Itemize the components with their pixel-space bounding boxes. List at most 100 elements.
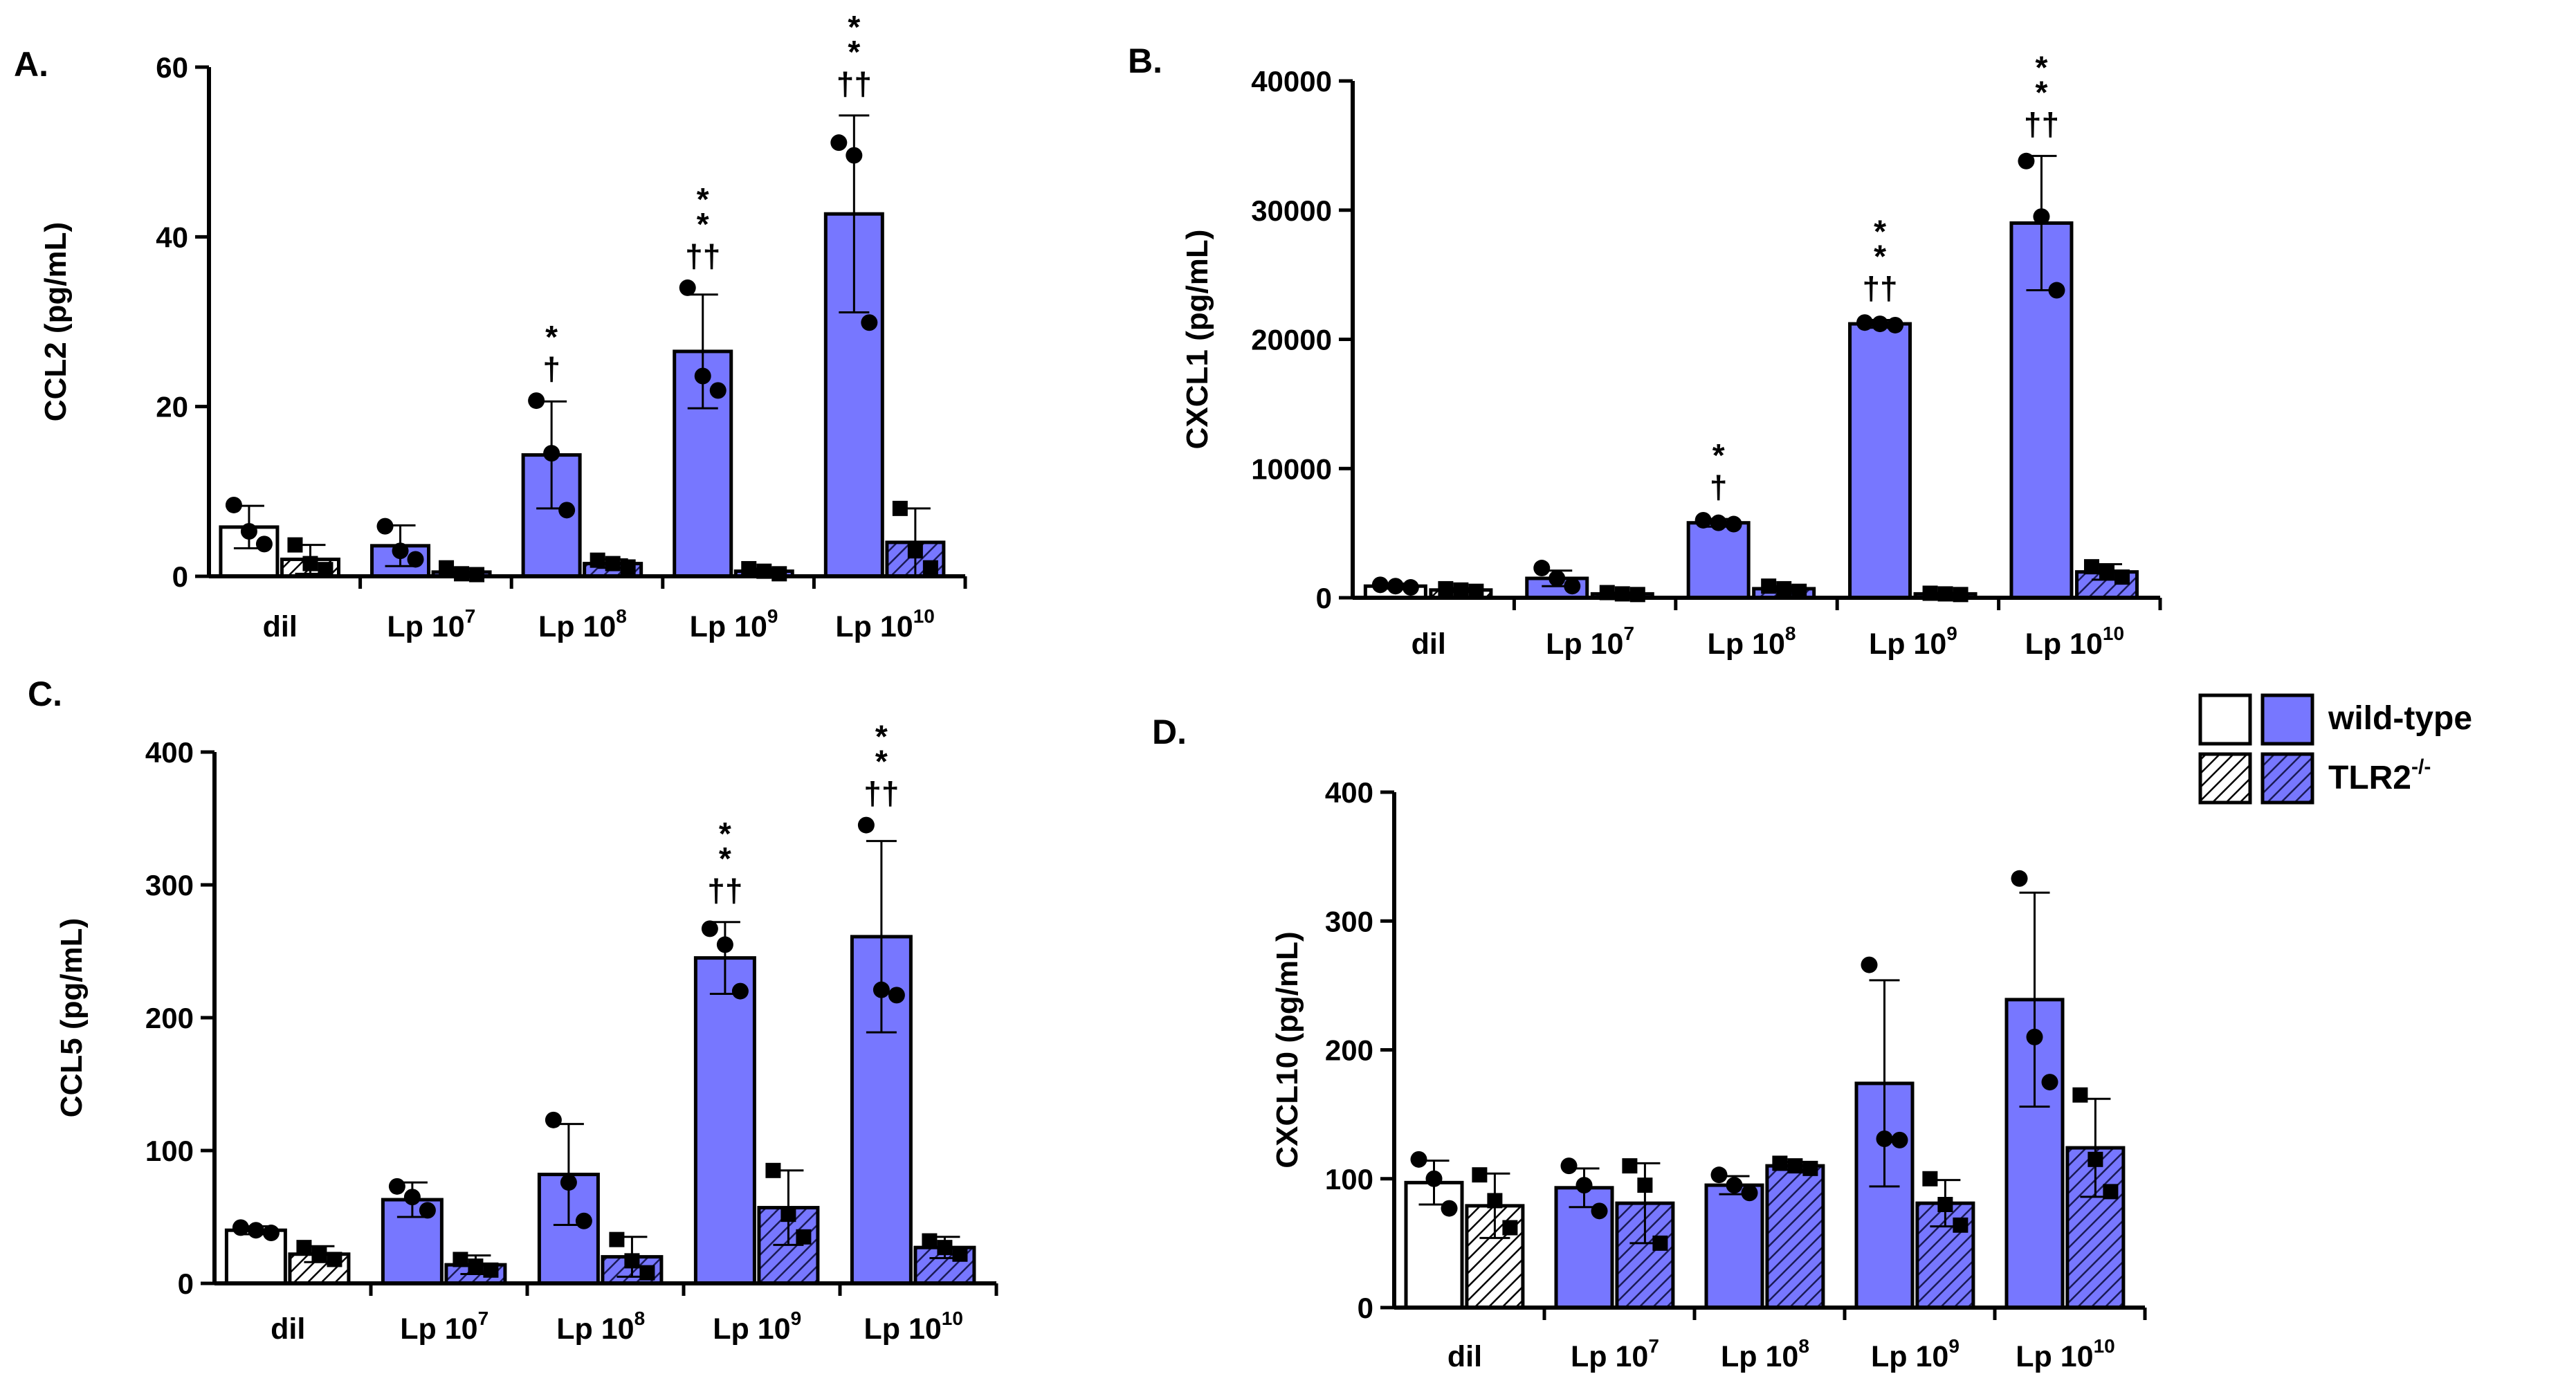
panel-c-category-label-0: dil (271, 1312, 305, 1346)
panel-b-point-wild-type-1-0 (1533, 560, 1551, 577)
panel-d-y-tick-label-1: 100 (1325, 1163, 1373, 1196)
panel-c-point-wild-type-0-2 (262, 1225, 280, 1242)
panel-b-point-tlr2-2-2 (1791, 583, 1807, 599)
panel-d-point-tlr2-3-0 (1922, 1171, 1938, 1187)
panel-d-y-axis-title: CXCL10 (pg/mL) (1270, 931, 1304, 1168)
panel-a-point-tlr2-0-2 (318, 562, 334, 578)
panel-b-bar-wild-type-3 (1848, 322, 1912, 600)
panel-d-point-tlr2-1-2 (1652, 1235, 1668, 1251)
panel-b-point-tlr2-0-2 (1468, 583, 1484, 599)
panel-b-point-wild-type-2-1 (1710, 514, 1727, 531)
panel-c-point-tlr2-0-2 (327, 1252, 342, 1267)
panel-d-y-tick-label-3: 300 (1325, 905, 1373, 937)
panel-c-point-wild-type-3-0 (701, 920, 718, 937)
panel-a-y-tick-label-0: 0 (172, 560, 188, 593)
legend-label-tlr2-sup: -/- (2411, 755, 2431, 778)
panel-c-point-tlr2-1-1 (468, 1258, 484, 1274)
panel-a-point-wild-type-2-2 (558, 502, 576, 519)
panel-d-y-tick-label-2: 200 (1325, 1034, 1373, 1067)
panel-a-significance-2-1: † (542, 351, 560, 387)
panel-a-y-axis-title: CCL2 (pg/mL) (39, 222, 73, 421)
panel-b-point-tlr2-1-2 (1629, 587, 1645, 603)
panel-c-point-tlr2-3-2 (796, 1229, 812, 1245)
panel-d-point-wild-type-1-2 (1591, 1202, 1608, 1220)
panel-d-point-wild-type-1-1 (1575, 1177, 1593, 1194)
panel-d-y-tick-label-0: 0 (1358, 1292, 1373, 1324)
panel-b-point-wild-type-3-1 (1872, 315, 1889, 333)
panel-c-point-wild-type-4-0 (857, 816, 875, 834)
panel-a-y-tick-label-3: 60 (156, 51, 188, 84)
panel-c-point-tlr2-4-0 (922, 1233, 938, 1249)
panel-b-category-label-4: Lp 1010 (2025, 623, 2124, 661)
panel-d-y-tick-label-4: 400 (1325, 776, 1373, 809)
panel-a-point-wild-type-3-2 (709, 382, 727, 399)
panel-c-point-tlr2-0-1 (311, 1246, 327, 1262)
panel-a-label: A. (14, 45, 48, 84)
panel-d-point-wild-type-2-1 (1726, 1177, 1743, 1194)
panel-b-significance-4-1: * (2035, 74, 2047, 110)
panel-a-point-wild-type-4-2 (861, 314, 878, 331)
panel-c-point-wild-type-2-1 (560, 1174, 577, 1191)
panel-c-point-wild-type-2-0 (545, 1111, 562, 1128)
panel-c-point-tlr2-4-1 (937, 1240, 953, 1256)
panel-b-y-axis-title: CXCL1 (pg/mL) (1180, 230, 1214, 450)
panel-b-bar-wild-type-2 (1686, 521, 1751, 600)
legend-label-tlr2-base: TLR2 (2328, 760, 2411, 796)
panel-b-point-wild-type-2-0 (1695, 511, 1712, 529)
panel-d-point-tlr2-3-1 (1937, 1197, 1953, 1212)
panel-b-point-wild-type-0-1 (1387, 578, 1404, 595)
panel-c-point-tlr2-1-2 (483, 1262, 499, 1278)
panel-b-point-wild-type-2-2 (1725, 515, 1742, 533)
panel-b-point-wild-type-0-2 (1402, 579, 1419, 596)
panel-d-point-wild-type-2-2 (1741, 1184, 1758, 1202)
panel-c-point-wild-type-0-1 (247, 1222, 264, 1239)
panel-d-bar-wild-type-2 (1704, 1183, 1764, 1310)
panel-c-label: C. (28, 675, 62, 713)
panel-c-y-tick-label-4: 400 (145, 736, 194, 769)
panel-b-y-tick-label-1: 10000 (1251, 452, 1332, 485)
panel-b-point-wild-type-3-2 (1887, 316, 1904, 333)
panel-b-significance-4-0: * (2035, 49, 2047, 85)
panel-d-cxcl10-chart: D. CXCL10 (pg/mL) dil Lp 107 Lp 108 Lp 109 Lp … (1152, 713, 2147, 1373)
panel-d-point-tlr2-1-1 (1637, 1178, 1653, 1193)
panel-d-point-wild-type-4-2 (2041, 1074, 2058, 1091)
panel-b-category-label-2: Lp 108 (1708, 623, 1796, 661)
panel-c-category-label-4: Lp 1010 (864, 1308, 962, 1346)
panel-c-y-tick-label-3: 300 (145, 869, 194, 901)
panel-a-point-tlr2-4-1 (907, 543, 923, 559)
panel-a-point-tlr2-4-0 (892, 500, 908, 516)
panel-b-point-tlr2-4-1 (2099, 564, 2114, 580)
panel-d-category-label-0: dil (1447, 1340, 1482, 1373)
panel-c-point-wild-type-0-0 (232, 1219, 249, 1236)
panel-a-y-tick-label-2: 40 (156, 221, 188, 253)
panel-b-point-tlr2-0-0 (1438, 580, 1454, 596)
legend-swatch-tlr2-white (2198, 752, 2252, 805)
panel-c-point-wild-type-4-1 (873, 981, 890, 998)
panel-c-point-tlr2-2-2 (639, 1265, 655, 1281)
panel-a-category-label-0: dil (263, 610, 298, 643)
panel-c-y-tick-label-1: 100 (145, 1135, 194, 1167)
panel-a-significance-3-0: * (697, 181, 709, 217)
panel-a-point-tlr2-4-2 (922, 560, 938, 576)
panel-d-point-tlr2-0-1 (1487, 1193, 1503, 1209)
panel-a-point-tlr2-0-1 (302, 556, 318, 571)
panel-b-y-tick-label-3: 30000 (1251, 194, 1332, 227)
panel-b-y-tick-label-4: 40000 (1251, 65, 1332, 98)
panel-d-point-wild-type-0-0 (1410, 1151, 1427, 1168)
panel-c-point-tlr2-4-2 (952, 1246, 968, 1262)
panel-b-significance-2-0: * (1712, 437, 1725, 473)
panel-d-point-tlr2-2-2 (1802, 1160, 1818, 1176)
panel-a-point-wild-type-0-1 (240, 522, 257, 540)
panel-b-point-tlr2-3-2 (1953, 587, 1968, 603)
legend-swatch-tlr2-blue (2260, 752, 2314, 805)
panel-b-significance-3-1: * (1874, 238, 1886, 274)
panel-a-point-wild-type-0-0 (225, 496, 242, 513)
panel-a-category-label-2: Lp 108 (538, 605, 627, 643)
panel-a-ccl2-chart: A. CCL2 (pg/mL) dil Lp 107 Lp 108 Lp 109 Lp 10… (14, 9, 967, 643)
panel-d-point-tlr2-0-2 (1502, 1220, 1518, 1236)
panel-b-point-wild-type-1-2 (1564, 578, 1581, 595)
panel-b-point-tlr2-4-2 (2114, 569, 2130, 585)
panel-d-point-tlr2-1-0 (1622, 1158, 1638, 1174)
panel-c-y-axis-title: CCL5 (pg/mL) (55, 918, 89, 1117)
panel-d-point-wild-type-2-0 (1710, 1166, 1728, 1184)
